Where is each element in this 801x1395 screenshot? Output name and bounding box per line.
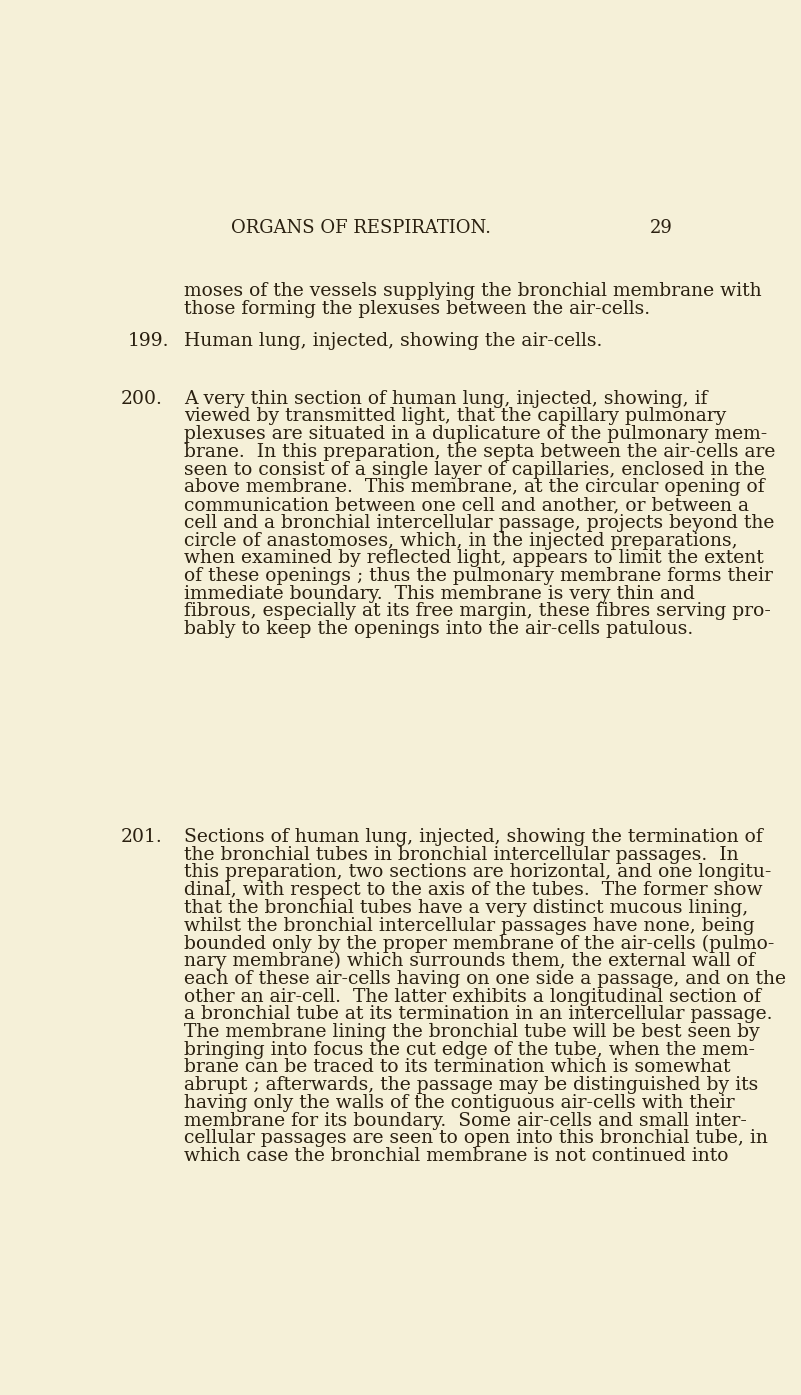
Text: nary membrane) which surrounds them, the external wall of: nary membrane) which surrounds them, the…	[184, 951, 755, 971]
Text: cell and a bronchial intercellular passage, projects beyond the: cell and a bronchial intercellular passa…	[184, 513, 775, 531]
Text: that the bronchial tubes have a very distinct mucous lining,: that the bronchial tubes have a very dis…	[184, 898, 748, 917]
Text: moses of the vessels supplying the bronchial membrane with: moses of the vessels supplying the bronc…	[184, 282, 762, 300]
Text: membrane for its boundary.  Some air-cells and small inter-: membrane for its boundary. Some air-cell…	[184, 1112, 747, 1130]
Text: brane.  In this preparation, the septa between the air-cells are: brane. In this preparation, the septa be…	[184, 444, 775, 460]
Text: The membrane lining the bronchial tube will be best seen by: The membrane lining the bronchial tube w…	[184, 1023, 759, 1041]
Text: those forming the plexuses between the air-cells.: those forming the plexuses between the a…	[184, 300, 650, 318]
Text: a bronchial tube at its termination in an intercellular passage.: a bronchial tube at its termination in a…	[184, 1006, 772, 1024]
Text: above membrane.  This membrane, at the circular opening of: above membrane. This membrane, at the ci…	[184, 478, 765, 497]
Text: each of these air-cells having on one side a passage, and on the: each of these air-cells having on one si…	[184, 970, 786, 988]
Text: Human lung, injected, showing the air-cells.: Human lung, injected, showing the air-ce…	[184, 332, 602, 350]
Text: ORGANS OF RESPIRATION.: ORGANS OF RESPIRATION.	[231, 219, 491, 237]
Text: 199.: 199.	[128, 332, 170, 350]
Text: when examined by reflected light, appears to limit the extent: when examined by reflected light, appear…	[184, 550, 763, 568]
Text: seen to consist of a single layer of capillaries, enclosed in the: seen to consist of a single layer of cap…	[184, 460, 765, 478]
Text: dinal, with respect to the axis of the tubes.  The former show: dinal, with respect to the axis of the t…	[184, 882, 763, 900]
Text: which case the bronchial membrane is not continued into: which case the bronchial membrane is not…	[184, 1147, 728, 1165]
Text: 201.: 201.	[121, 829, 163, 845]
Text: circle of anastomoses, which, in the injected preparations,: circle of anastomoses, which, in the inj…	[184, 531, 738, 550]
Text: Sections of human lung, injected, showing the termination of: Sections of human lung, injected, showin…	[184, 829, 763, 845]
Text: bounded only by the proper membrane of the air-cells (pulmo-: bounded only by the proper membrane of t…	[184, 935, 775, 953]
Text: abrupt ; afterwards, the passage may be distinguished by its: abrupt ; afterwards, the passage may be …	[184, 1076, 759, 1094]
Text: 29: 29	[650, 219, 672, 237]
Text: communication between one cell and another, or between a: communication between one cell and anoth…	[184, 497, 749, 515]
Text: the bronchial tubes in bronchial intercellular passages.  In: the bronchial tubes in bronchial interce…	[184, 845, 739, 864]
Text: cellular passages are seen to open into this bronchial tube, in: cellular passages are seen to open into …	[184, 1130, 768, 1147]
Text: brane can be traced to its termination which is somewhat: brane can be traced to its termination w…	[184, 1059, 731, 1077]
Text: whilst the bronchial intercellular passages have none, being: whilst the bronchial intercellular passa…	[184, 917, 755, 935]
Text: having only the walls of the contiguous air-cells with their: having only the walls of the contiguous …	[184, 1094, 735, 1112]
Text: bringing into focus the cut edge of the tube, when the mem-: bringing into focus the cut edge of the …	[184, 1041, 755, 1059]
Text: immediate boundary.  This membrane is very thin and: immediate boundary. This membrane is ver…	[184, 585, 694, 603]
Text: 200.: 200.	[121, 389, 163, 407]
Text: plexuses are situated in a duplicature of the pulmonary mem-: plexuses are situated in a duplicature o…	[184, 425, 767, 444]
Text: fibrous, especially at its free margin, these fibres serving pro-: fibrous, especially at its free margin, …	[184, 603, 771, 621]
Text: other an air-cell.  The latter exhibits a longitudinal section of: other an air-cell. The latter exhibits a…	[184, 988, 761, 1006]
Text: this preparation, two sections are horizontal, and one longitu-: this preparation, two sections are horiz…	[184, 864, 771, 882]
Text: of these openings ; thus the pulmonary membrane forms their: of these openings ; thus the pulmonary m…	[184, 566, 773, 585]
Text: viewed by transmitted light, that the capillary pulmonary: viewed by transmitted light, that the ca…	[184, 407, 727, 425]
Text: bably to keep the openings into the air-cells patulous.: bably to keep the openings into the air-…	[184, 621, 693, 638]
Text: A very thin section of human lung, injected, showing, if: A very thin section of human lung, injec…	[184, 389, 707, 407]
